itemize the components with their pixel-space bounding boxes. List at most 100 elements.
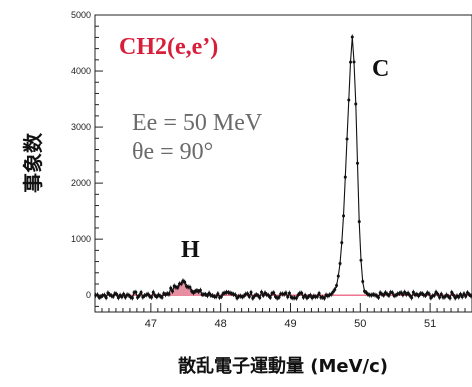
x-tick-label: 50 bbox=[354, 318, 366, 330]
data-point bbox=[460, 295, 464, 299]
y-axis: 0 1000 2000 3000 4000 5000 bbox=[71, 10, 103, 307]
data-point bbox=[123, 295, 127, 299]
data-point bbox=[410, 296, 414, 300]
data-point bbox=[104, 296, 108, 300]
data-point bbox=[120, 295, 124, 299]
data-point bbox=[102, 293, 106, 297]
x-axis: 47 48 49 50 51 bbox=[101, 303, 466, 330]
data-point bbox=[308, 293, 312, 297]
data-points bbox=[94, 34, 472, 301]
data-point bbox=[401, 293, 405, 297]
data-point bbox=[155, 295, 159, 299]
data-point bbox=[465, 291, 469, 295]
x-axis-title: 散乱電子運動量 (MeV/c) bbox=[178, 355, 388, 377]
data-point bbox=[411, 290, 415, 294]
data-point bbox=[127, 293, 131, 297]
data-point bbox=[179, 282, 183, 286]
data-point bbox=[266, 293, 270, 297]
data-point bbox=[160, 295, 164, 299]
data-point bbox=[387, 293, 391, 297]
y-axis-title: 事象数 bbox=[21, 132, 45, 193]
data-point bbox=[261, 293, 265, 297]
data-point bbox=[443, 295, 447, 299]
reaction-label: CH2(e,e’) bbox=[119, 34, 218, 60]
data-point bbox=[303, 293, 307, 297]
data-point bbox=[301, 295, 305, 299]
data-point bbox=[432, 293, 436, 297]
data-point bbox=[247, 295, 251, 299]
data-point bbox=[417, 294, 421, 298]
data-point bbox=[458, 292, 462, 296]
data-point bbox=[333, 288, 337, 292]
data-point bbox=[246, 292, 250, 296]
data-point bbox=[272, 291, 276, 295]
data-point bbox=[376, 296, 380, 300]
data-point bbox=[151, 290, 155, 294]
data-point bbox=[347, 98, 351, 102]
y-tick-label: 3000 bbox=[71, 122, 91, 132]
data-point bbox=[256, 294, 260, 298]
angle-label: θe = 90° bbox=[132, 139, 213, 165]
data-point bbox=[233, 293, 237, 297]
data-point bbox=[427, 292, 431, 296]
data-point bbox=[356, 161, 360, 165]
data-point bbox=[338, 262, 342, 266]
data-point bbox=[322, 296, 326, 300]
data-point bbox=[448, 296, 452, 300]
data-point bbox=[130, 296, 134, 300]
data-point bbox=[146, 292, 150, 296]
data-point bbox=[111, 295, 115, 299]
y-tick-label: 0 bbox=[86, 290, 91, 300]
data-point bbox=[345, 137, 349, 141]
data-point bbox=[170, 289, 174, 293]
data-point bbox=[331, 290, 335, 294]
data-point bbox=[424, 294, 428, 298]
data-point bbox=[205, 294, 209, 298]
data-point bbox=[434, 290, 438, 294]
y-tick-label: 1000 bbox=[71, 234, 91, 244]
data-point bbox=[403, 290, 407, 294]
data-point bbox=[260, 290, 264, 294]
x-tick-label: 47 bbox=[145, 318, 157, 330]
x-tick-label: 49 bbox=[284, 318, 296, 330]
y-tick-label: 5000 bbox=[71, 10, 91, 20]
data-point bbox=[294, 296, 298, 300]
data-point bbox=[216, 292, 220, 296]
data-point bbox=[198, 288, 202, 292]
data-point bbox=[277, 295, 281, 299]
data-point bbox=[408, 294, 412, 298]
data-point bbox=[207, 291, 211, 295]
y-tick-label: 4000 bbox=[71, 66, 91, 76]
data-point bbox=[390, 291, 394, 295]
data-point bbox=[354, 102, 358, 106]
peak-h-label: H bbox=[181, 237, 200, 263]
data-point bbox=[219, 295, 223, 299]
data-point bbox=[251, 296, 255, 300]
data-point bbox=[95, 293, 99, 297]
peak-c-label: C bbox=[372, 56, 389, 82]
data-point bbox=[343, 175, 347, 179]
data-point bbox=[336, 274, 340, 278]
data-point bbox=[122, 292, 126, 296]
data-point bbox=[340, 241, 344, 245]
data-point bbox=[115, 292, 119, 296]
data-point bbox=[315, 294, 319, 298]
data-point bbox=[116, 296, 120, 300]
data-point bbox=[258, 296, 262, 300]
data-point bbox=[176, 285, 180, 289]
data-point bbox=[469, 294, 472, 298]
data-point bbox=[453, 296, 457, 300]
data-point bbox=[382, 293, 386, 297]
data-point bbox=[134, 290, 138, 294]
data-point bbox=[214, 295, 218, 299]
data-point bbox=[349, 60, 353, 64]
data-point bbox=[136, 296, 140, 300]
data-point bbox=[183, 280, 187, 284]
data-point bbox=[139, 290, 143, 294]
data-point bbox=[287, 291, 291, 295]
data-point bbox=[406, 291, 410, 295]
data-point bbox=[329, 292, 333, 296]
data-point bbox=[451, 293, 455, 297]
data-point bbox=[450, 290, 454, 294]
